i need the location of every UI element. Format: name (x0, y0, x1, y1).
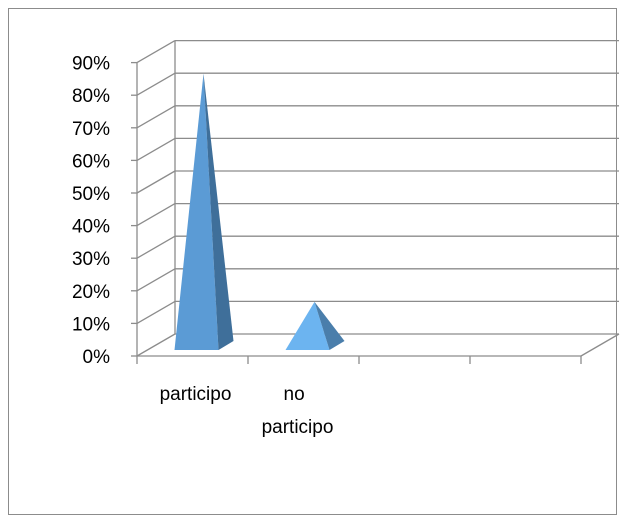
y-tick-label: 90% (72, 54, 110, 75)
gridline-depth (136, 137, 176, 161)
gridline-depth (136, 72, 176, 96)
gridline-depth (136, 40, 176, 64)
y-tick-label: 70% (72, 119, 110, 140)
y-tick-label: 0% (83, 347, 111, 368)
y-tick-label: 80% (72, 86, 110, 107)
x-category-label: participo (262, 417, 334, 438)
chart-frame: 0% 10% 20% 30% 40% 50% 60% 70% 80% 90% participo no… (8, 8, 620, 515)
x-category-label: no (284, 384, 305, 405)
gridline-depth (136, 300, 176, 324)
y-tick-label: 40% (72, 217, 110, 238)
gridline-depth (136, 333, 176, 357)
y-tick-label: 60% (72, 151, 110, 172)
gridline-depth (136, 235, 176, 259)
pyramid-side-face (314, 301, 345, 350)
y-tick-label: 20% (72, 282, 110, 303)
pyramid-front-face (285, 301, 330, 350)
floor-depth-edge (580, 333, 620, 357)
y-tick-label: 50% (72, 184, 110, 205)
gridline-depth (136, 268, 176, 292)
gridline-depth (136, 105, 176, 129)
y-tick-label: 10% (72, 314, 110, 335)
bar-pyramid (285, 301, 345, 350)
bar-pyramid (174, 73, 234, 350)
gridline-depth (136, 170, 176, 194)
gridline-depth (136, 203, 176, 227)
pyramid-front-face (174, 73, 219, 350)
x-category-label: participo (160, 384, 232, 405)
y-tick-label: 30% (72, 249, 110, 270)
pyramid-side-face (203, 73, 234, 350)
